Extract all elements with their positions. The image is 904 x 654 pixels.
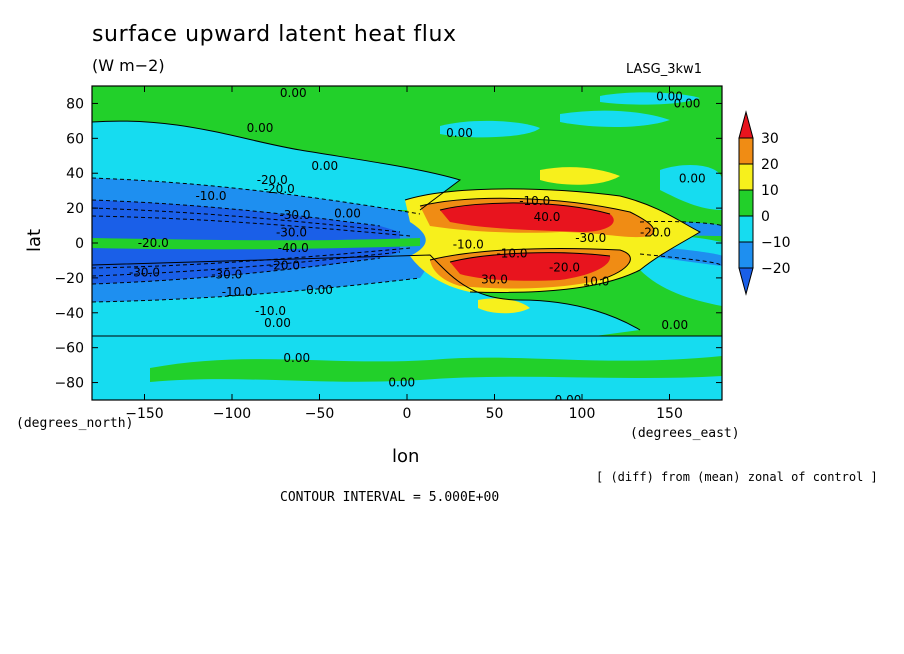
contour-label: 0.00 (311, 159, 338, 173)
colorbar-swatch (738, 215, 754, 243)
contour-label: -10.0 (453, 238, 484, 252)
y-tick-label: 0 (75, 236, 84, 252)
colorbar-swatch (738, 189, 754, 217)
contour-line (92, 277, 421, 303)
model-label: LASG_3kw1 (626, 62, 702, 77)
contour-label: -20.0 (549, 260, 580, 274)
y-tick-label: −80 (54, 376, 84, 392)
contour-label: -10.0 (222, 285, 253, 299)
contour-label: 0.00 (656, 89, 683, 103)
y-tick-label: −40 (54, 306, 84, 322)
contour-label: -30.0 (276, 226, 307, 240)
contour-label: 0.00 (388, 376, 415, 390)
contour-label: 0.00 (280, 86, 307, 100)
contour-label: -10.0 (255, 304, 286, 318)
contour-label: -30.0 (211, 267, 242, 281)
contour-label: 0.00 (306, 283, 333, 297)
contour-label: -20.0 (640, 226, 671, 240)
contour-line (449, 252, 611, 263)
colorbar-swatch (738, 137, 754, 165)
contour-label: 0.00 (446, 126, 473, 140)
contour-label: -40.0 (278, 241, 309, 255)
contour-line (639, 220, 722, 227)
y-unit-label: (degrees_north) (16, 416, 134, 431)
x-tick-label: −50 (305, 406, 335, 422)
contour-line (429, 247, 631, 281)
y-tick-label: 80 (66, 96, 84, 112)
contour-label: -30.0 (129, 266, 160, 280)
x-tick-label: 150 (656, 406, 683, 422)
x-tick-label: −150 (125, 406, 163, 422)
contour-line (92, 254, 641, 331)
contour-label: -20.0 (264, 182, 295, 196)
contour-line (92, 177, 421, 215)
contour-line (92, 207, 401, 233)
x-tick-label: 0 (403, 406, 412, 422)
colorbar-label: 30 (761, 131, 779, 147)
colorbar-swatch (738, 241, 754, 269)
chart-title: surface upward latent heat flux (92, 22, 457, 47)
y-tick-label: 60 (66, 131, 84, 147)
contour-interval: CONTOUR INTERVAL = 5.000E+00 (280, 490, 500, 505)
y-tick-label: −20 (54, 271, 84, 287)
colorbar-arrow-bottom (738, 267, 754, 296)
chart-units: (W m−2) (92, 56, 165, 75)
x-axis-title: lon (392, 446, 420, 467)
contour-label: -20.0 (269, 259, 300, 273)
contour-line (92, 215, 411, 237)
contour-line (92, 247, 411, 269)
y-axis-title: lat (24, 228, 45, 252)
contour-label: -30.0 (575, 231, 606, 245)
contour-line (92, 257, 381, 285)
contour-line (92, 199, 381, 227)
x-unit-label: (degrees_east) (630, 426, 740, 441)
contour-label: 0.00 (661, 318, 688, 332)
x-tick-label: 100 (569, 406, 596, 422)
colorbar-label: 0 (761, 209, 770, 225)
colorbar: 30 20 10 0 −10 −20 (738, 110, 791, 296)
contour-label: 40.0 (534, 210, 561, 224)
contour-label: 0.00 (283, 351, 310, 365)
colorbar-label: 10 (761, 183, 779, 199)
contour-label: 0.00 (334, 206, 361, 220)
contour-line (92, 120, 462, 211)
contour-label: -30.0 (279, 208, 310, 222)
contour-line (92, 251, 401, 277)
difference-note: [ (diff) from (mean) zonal of control ] (596, 470, 878, 484)
colorbar-label: −10 (761, 235, 791, 251)
x-tick-label: 50 (486, 406, 504, 422)
contour-label: 30.0 (481, 273, 508, 287)
contour-label: 0.00 (674, 96, 701, 110)
contour-label: 0.00 (555, 393, 582, 407)
contour-label: -20.0 (257, 173, 288, 187)
colorbar-swatch (738, 163, 754, 191)
contour-label: 0.00 (264, 316, 291, 330)
colorbar-arrow-top (738, 110, 754, 139)
y-tick-label: −60 (54, 341, 84, 357)
contour-line (404, 188, 702, 293)
y-tick-label: 40 (66, 166, 84, 182)
contour-line (439, 202, 611, 215)
y-tick-label: 20 (66, 201, 84, 217)
contour-label: -10.0 (195, 189, 226, 203)
contour-label: 0.00 (679, 171, 706, 185)
contour-label: -10.0 (496, 246, 527, 260)
contour-line (419, 197, 655, 237)
contour-label: 0.00 (247, 121, 274, 135)
x-tick-label: −100 (213, 406, 251, 422)
contour-label: -10.0 (519, 194, 550, 208)
contour-line (639, 253, 722, 267)
contour-label: -20.0 (138, 236, 169, 250)
contour-label: 10.0 (583, 274, 610, 288)
colorbar-label: −20 (761, 261, 791, 277)
colorbar-label: 20 (761, 157, 779, 173)
